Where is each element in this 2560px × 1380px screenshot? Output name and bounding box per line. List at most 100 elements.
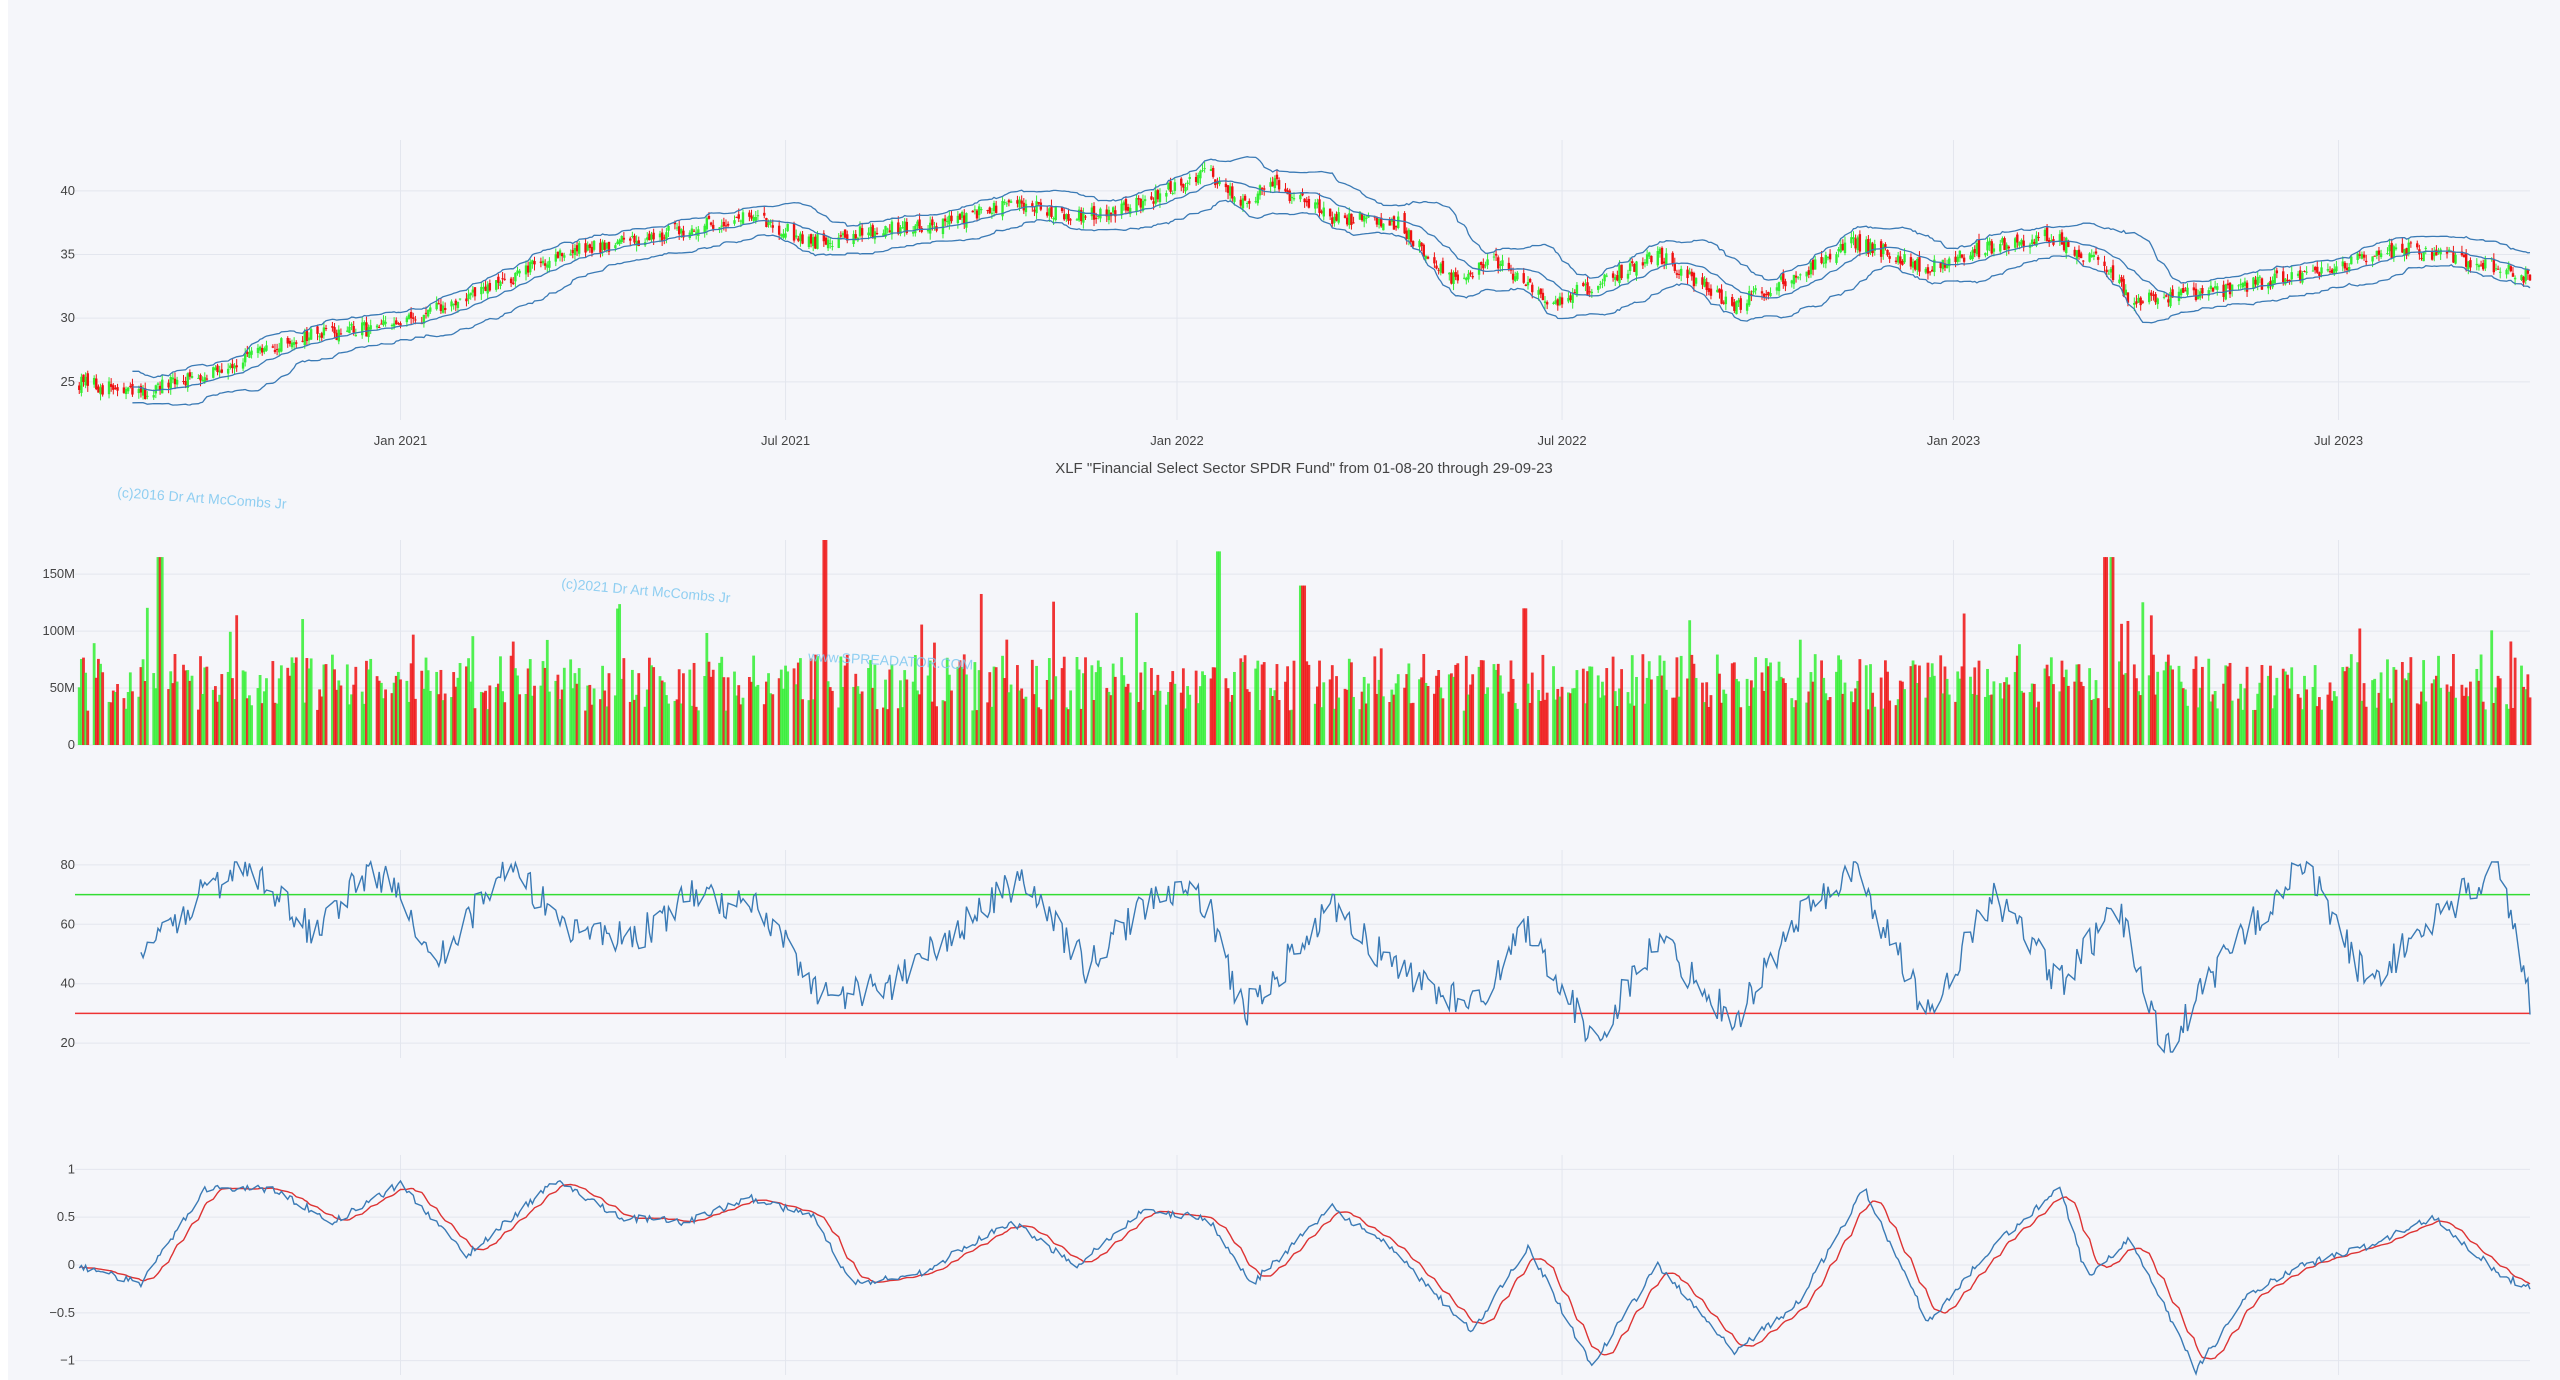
- volume-bar: [1722, 689, 1726, 745]
- volume-bar: [1586, 671, 1589, 745]
- volume-bar: [605, 706, 609, 745]
- candle-body: [501, 278, 504, 280]
- volume-bar: [288, 675, 292, 745]
- candle-body: [2492, 258, 2496, 273]
- volume-bar: [667, 703, 670, 745]
- candle-body: [1603, 274, 1606, 282]
- volume-bar: [1911, 660, 1915, 745]
- candle-body: [412, 317, 415, 319]
- volume-bar: [2126, 620, 2130, 745]
- volume-bar: [1216, 551, 1219, 745]
- candle-body: [1392, 216, 1396, 230]
- candle-body: [2409, 242, 2413, 244]
- candle-body: [2137, 297, 2140, 303]
- volume-bar: [1379, 648, 1383, 745]
- volume-bar: [2135, 678, 2138, 745]
- candle-body: [1775, 287, 1779, 291]
- volume-bar: [2432, 679, 2436, 745]
- candle-body: [1307, 199, 1311, 208]
- candle-body: [2424, 247, 2427, 249]
- volume-bar: [1271, 695, 1275, 745]
- candle-body: [1526, 282, 1530, 286]
- candle-body: [1248, 200, 1251, 204]
- volume-bar: [1256, 660, 1260, 745]
- candle-body: [1069, 219, 1072, 221]
- volume-bar: [2147, 675, 2151, 745]
- volume-bar: [2417, 704, 2421, 745]
- candle-body: [1009, 201, 1013, 203]
- volume-bar: [1973, 667, 1977, 745]
- candle-body: [637, 240, 640, 247]
- candle-body: [975, 210, 979, 219]
- candle-body: [2511, 273, 2515, 277]
- volume-bar: [301, 619, 305, 745]
- volume-bar: [777, 678, 781, 745]
- volume-bar: [845, 654, 849, 745]
- candle-body: [860, 228, 864, 236]
- candle-body: [1016, 200, 1019, 204]
- volume-bar: [2139, 695, 2143, 745]
- candle-body: [226, 368, 230, 374]
- candle-body: [1037, 202, 1040, 204]
- candle-body: [1618, 265, 1621, 284]
- volume-bar: [2392, 667, 2396, 745]
- volume-bar: [1198, 686, 1202, 745]
- candle-body: [1320, 211, 1323, 213]
- candle-body: [1560, 297, 1564, 305]
- candle-body: [1245, 203, 1249, 205]
- volume-bar: [1094, 672, 1098, 745]
- volume-bar: [335, 689, 339, 745]
- volume-bar: [1796, 677, 1800, 745]
- volume-bar: [2447, 691, 2451, 745]
- volume-bar: [186, 670, 190, 745]
- volume-bar: [235, 615, 239, 745]
- volume-bar: [1632, 705, 1636, 745]
- candle-body: [1318, 199, 1321, 213]
- volume-bar: [1820, 660, 1823, 745]
- candle-body: [2301, 273, 2304, 283]
- candle-body: [1499, 264, 1502, 266]
- candle-body: [831, 245, 834, 247]
- volume-bar: [154, 688, 158, 745]
- candle-body: [1263, 188, 1266, 190]
- volume-bar: [782, 688, 785, 745]
- volume-bar: [1983, 696, 1987, 745]
- candle-body: [1648, 252, 1651, 257]
- volume-bar: [979, 593, 983, 745]
- candle-body: [673, 222, 677, 225]
- volume-bar: [2394, 669, 2398, 745]
- candle-body: [1507, 262, 1511, 269]
- volume-bar: [382, 698, 385, 745]
- candle-body: [1986, 241, 1989, 251]
- volume-bar: [2137, 691, 2140, 745]
- volume-bar: [652, 667, 656, 745]
- candle-body: [837, 237, 840, 248]
- candle-body: [422, 314, 426, 324]
- volume-bar: [1992, 681, 1996, 745]
- volume-bar: [1611, 656, 1615, 745]
- candle-body: [2154, 294, 2157, 303]
- candle-body: [1973, 248, 1976, 253]
- volume-bar: [1292, 660, 1296, 745]
- candle-body: [1233, 197, 1236, 202]
- volume-bar: [1671, 697, 1675, 745]
- candle-body: [480, 286, 483, 295]
- candle-body: [1871, 243, 1874, 254]
- volume-bar: [1735, 678, 1738, 745]
- volume-bar: [1828, 697, 1832, 745]
- volume-bar: [1913, 664, 1917, 745]
- candle-body: [2058, 234, 2062, 242]
- candle-body: [2030, 239, 2034, 245]
- candle-body: [248, 351, 251, 358]
- volume-bar: [1969, 676, 1972, 745]
- candle-body: [777, 225, 781, 235]
- candle-body: [307, 337, 311, 341]
- candle-body: [1537, 290, 1540, 295]
- volume-bar: [1909, 666, 1913, 745]
- candle-body: [1352, 222, 1355, 224]
- volume-bar: [816, 656, 819, 745]
- volume-bar: [1052, 601, 1055, 745]
- candle-body: [1105, 209, 1108, 217]
- volume-bar: [784, 665, 787, 745]
- volume-bar: [1107, 691, 1111, 745]
